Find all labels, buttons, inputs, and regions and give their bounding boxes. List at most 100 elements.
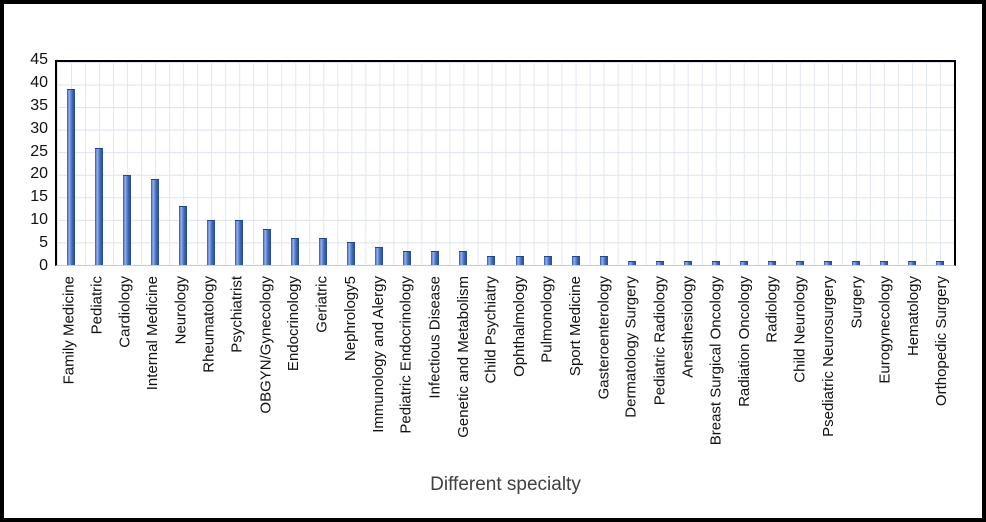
y-axis-tick-label: 30 bbox=[30, 119, 48, 137]
bar bbox=[739, 260, 748, 265]
category-label: Rheumatology bbox=[200, 276, 218, 373]
bar bbox=[599, 255, 608, 265]
bar bbox=[543, 255, 552, 265]
category-slot: Pediatric Radiology bbox=[646, 268, 674, 474]
bar-slot bbox=[57, 62, 85, 265]
x-axis-title: Different specialty bbox=[430, 474, 581, 495]
bar-slot bbox=[281, 62, 309, 265]
bar-slot bbox=[85, 62, 113, 265]
category-label: Radiology bbox=[763, 276, 781, 343]
bar bbox=[627, 260, 636, 265]
category-slot: Neurology bbox=[168, 268, 196, 474]
bar bbox=[655, 260, 664, 265]
category-label: Gasteroenterology bbox=[595, 276, 613, 400]
y-axis: 0 5 10 15 20 25 30 35 40 45 bbox=[4, 51, 48, 274]
category-slot: Sport Medicine bbox=[562, 268, 590, 474]
bar-slot bbox=[786, 62, 814, 265]
category-label: Internal Medicine bbox=[144, 276, 162, 391]
category-slot: Endocrinology bbox=[280, 268, 308, 474]
bar bbox=[375, 246, 384, 265]
category-slot: Internal Medicine bbox=[139, 268, 167, 474]
category-label: Cardiology bbox=[116, 276, 134, 348]
category-slot: Radiation Oncology bbox=[731, 268, 759, 474]
bar bbox=[207, 219, 216, 265]
bars-row bbox=[57, 62, 954, 265]
category-label: Pediatric bbox=[88, 276, 106, 335]
bar bbox=[907, 260, 916, 265]
category-slot: Child Neurology bbox=[787, 268, 815, 474]
y-axis-tick-label: 10 bbox=[30, 211, 48, 229]
category-label: Breast Surgical Oncology bbox=[707, 276, 725, 446]
category-slot: Surgery bbox=[843, 268, 871, 474]
bar bbox=[235, 219, 244, 265]
bar bbox=[179, 206, 188, 265]
bar-slot bbox=[618, 62, 646, 265]
category-slot: Pediatric bbox=[83, 268, 111, 474]
y-axis-tick-label: 40 bbox=[30, 73, 48, 91]
category-label: Dermatology Surgery bbox=[623, 276, 641, 418]
category-slot: Cardiology bbox=[111, 268, 139, 474]
category-label: Orthopedic Surgery bbox=[932, 276, 950, 407]
category-label: Sport Medicine bbox=[566, 276, 584, 377]
category-slot: Eurogynecology bbox=[872, 268, 900, 474]
y-axis-tick-label: 5 bbox=[39, 234, 48, 252]
bar-slot bbox=[225, 62, 253, 265]
y-axis-tick-label: 20 bbox=[30, 165, 48, 183]
category-slot: Pulmonology bbox=[534, 268, 562, 474]
category-label: Child Psychiatry bbox=[482, 276, 500, 384]
x-axis-category-labels: Family Medicine Pediatric Cardiology Intern… bbox=[55, 268, 956, 474]
bar-slot bbox=[393, 62, 421, 265]
bar-slot bbox=[113, 62, 141, 265]
category-label: Eurogynecology bbox=[876, 276, 894, 384]
bar-slot bbox=[365, 62, 393, 265]
category-label: Family Medicine bbox=[60, 276, 78, 385]
category-label: Surgery bbox=[848, 276, 866, 329]
bar-slot bbox=[842, 62, 870, 265]
y-axis-tick-label: 15 bbox=[30, 188, 48, 206]
bar-slot bbox=[702, 62, 730, 265]
bar bbox=[95, 147, 104, 265]
bar bbox=[851, 260, 860, 265]
bar bbox=[403, 251, 412, 265]
category-label: Child Neurology bbox=[792, 276, 810, 383]
category-slot: Rheumatology bbox=[196, 268, 224, 474]
category-slot: Ophthalmology bbox=[506, 268, 534, 474]
bar bbox=[459, 251, 468, 265]
category-label: Neurology bbox=[172, 276, 190, 345]
bar-slot bbox=[253, 62, 281, 265]
category-slot: Radiology bbox=[759, 268, 787, 474]
y-axis-tick-label: 25 bbox=[30, 142, 48, 160]
bar-slot bbox=[337, 62, 365, 265]
bar-slot bbox=[730, 62, 758, 265]
bar-slot bbox=[477, 62, 505, 265]
bar-slot bbox=[309, 62, 337, 265]
category-slot: Gasteroenterology bbox=[590, 268, 618, 474]
category-slot: Psychiatrist bbox=[224, 268, 252, 474]
bar bbox=[879, 260, 888, 265]
category-slot: Psediatric Neurosurgery bbox=[815, 268, 843, 474]
bar-slot bbox=[449, 62, 477, 265]
bar bbox=[935, 260, 944, 265]
category-label: Genetic and Metabolism bbox=[454, 276, 472, 438]
bar-slot bbox=[870, 62, 898, 265]
bar bbox=[263, 228, 272, 265]
bar-slot bbox=[562, 62, 590, 265]
bar bbox=[515, 255, 524, 265]
bar-slot bbox=[534, 62, 562, 265]
y-axis-tick-label: 45 bbox=[30, 51, 48, 68]
bar bbox=[571, 255, 580, 265]
category-label: Psychiatrist bbox=[229, 276, 247, 353]
y-axis-tick-label: 0 bbox=[39, 257, 48, 274]
category-label: Pulmonology bbox=[538, 276, 556, 363]
bar bbox=[431, 251, 440, 265]
bar bbox=[347, 242, 356, 265]
bar bbox=[291, 237, 300, 265]
bar-slot bbox=[674, 62, 702, 265]
bar-slot bbox=[590, 62, 618, 265]
category-slot: Breast Surgical Oncology bbox=[703, 268, 731, 474]
category-slot: Geriatric bbox=[308, 268, 336, 474]
bar-slot bbox=[197, 62, 225, 265]
bar-slot bbox=[506, 62, 534, 265]
category-slot: Orthopedic Surgery bbox=[928, 268, 956, 474]
bar bbox=[683, 260, 692, 265]
